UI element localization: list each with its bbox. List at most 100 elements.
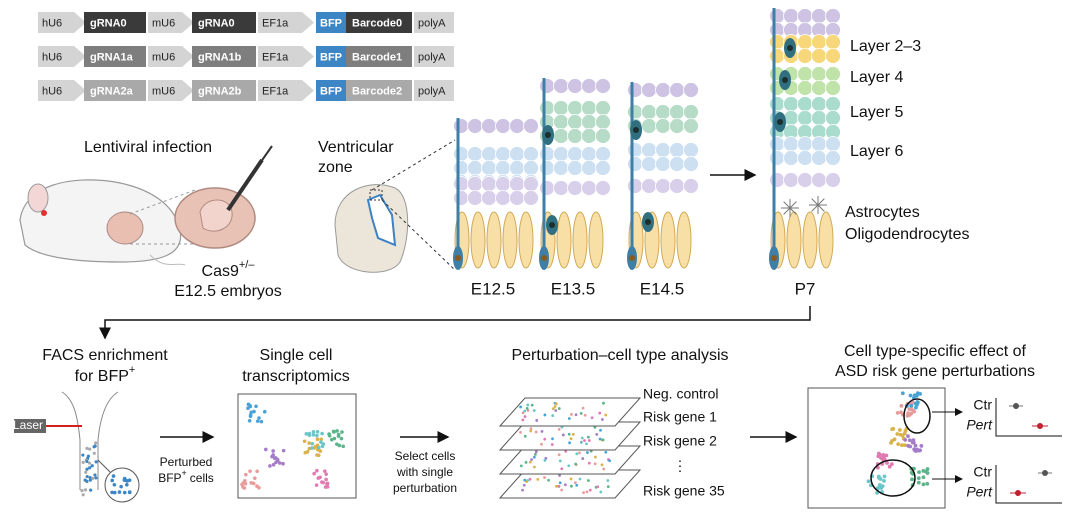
genotype-base: Cas9 — [202, 263, 239, 280]
nucleus — [633, 127, 639, 133]
neuron — [595, 128, 611, 144]
neuron — [495, 118, 511, 134]
pert-label: Pert — [966, 417, 993, 433]
promoter — [38, 46, 86, 67]
cell — [127, 478, 132, 483]
cell-dot — [315, 453, 319, 457]
glia — [811, 204, 819, 212]
cell-dot — [897, 428, 902, 432]
cell-dot — [569, 484, 573, 488]
nucleus — [777, 119, 783, 125]
brain-illustration — [334, 139, 456, 273]
construct-label: EF1a — [262, 51, 289, 63]
facs-title: FACS enrichment — [42, 347, 168, 364]
umap-box — [237, 393, 357, 499]
cell-dot — [259, 419, 264, 424]
cell — [117, 490, 122, 494]
cell-dot — [318, 449, 323, 453]
select-label: perturbation — [393, 481, 457, 495]
cell-dot — [530, 403, 534, 407]
cell-dot — [879, 456, 883, 460]
cell-dot — [533, 465, 536, 469]
cell-dot — [262, 409, 267, 414]
cell-dot — [272, 456, 277, 461]
cell-dot — [588, 488, 592, 492]
construct-part — [414, 12, 454, 33]
cell-dot — [917, 470, 921, 475]
cell-dot — [921, 475, 926, 480]
neuron — [467, 118, 483, 134]
cell-dot — [585, 442, 588, 446]
cell-dot — [543, 413, 547, 417]
cell-dot — [908, 444, 913, 449]
cell-dot — [925, 467, 930, 471]
neuron — [783, 150, 799, 166]
cell-dot — [248, 469, 252, 473]
neuron — [523, 146, 539, 162]
construct-part — [84, 12, 146, 33]
neuron — [553, 160, 569, 176]
cell — [111, 474, 116, 478]
cell-dot — [523, 415, 527, 418]
cell-dot — [587, 439, 591, 442]
glia — [783, 207, 791, 215]
neuron — [453, 176, 469, 192]
cell-dot — [302, 439, 307, 444]
neuron — [669, 156, 685, 172]
cell — [80, 489, 84, 493]
neuron — [783, 136, 799, 152]
cell — [85, 467, 89, 471]
cell-dot — [532, 409, 536, 412]
neuron — [453, 146, 469, 162]
neuron — [825, 150, 841, 166]
stage-label: P7 — [795, 279, 816, 298]
neuron — [595, 100, 611, 116]
construct-part — [84, 80, 146, 101]
neuron — [797, 8, 813, 24]
neuron — [783, 96, 799, 112]
cell-dot — [523, 434, 527, 438]
neuron — [825, 110, 841, 126]
cell-dot — [910, 477, 914, 482]
cell-dot — [534, 452, 537, 456]
neuron — [811, 136, 827, 152]
cell-dot — [906, 434, 910, 439]
neuron — [683, 82, 699, 98]
cell-dot — [889, 462, 894, 467]
construct-label: BFP — [320, 51, 342, 63]
cell — [85, 459, 89, 464]
cell-dot — [303, 450, 308, 455]
neuron — [567, 100, 583, 116]
construct-label: EF1a — [262, 17, 289, 29]
cell-dot — [337, 443, 342, 448]
infection-title: Lentiviral infection — [84, 139, 212, 156]
neuron — [825, 8, 841, 24]
cell — [110, 478, 115, 483]
construct-label: mU6 — [152, 85, 175, 97]
cell-dot — [582, 491, 585, 495]
neuron — [627, 178, 643, 194]
neuron — [811, 150, 827, 166]
progenitor-cell — [518, 211, 534, 269]
umap — [240, 402, 345, 490]
facs-title: for BFP+ — [75, 364, 136, 385]
cell-dot — [271, 462, 276, 467]
cell-dot — [522, 483, 526, 487]
nucleus — [645, 219, 651, 225]
neuron — [797, 48, 813, 64]
sc-title: transcriptomics — [242, 368, 350, 385]
cell — [88, 476, 92, 480]
cell-dot — [555, 484, 558, 488]
neuron — [797, 110, 813, 126]
cell-dot — [567, 464, 571, 468]
ctr-point — [1013, 403, 1019, 409]
neuron — [683, 104, 699, 120]
cell-dot — [314, 444, 318, 449]
cell-dot — [574, 462, 578, 466]
cell-dot — [900, 443, 904, 448]
nucleus — [771, 255, 777, 261]
neuron — [539, 146, 555, 162]
cell-dot — [525, 407, 529, 410]
neuron — [595, 180, 611, 196]
construct-label: hU6 — [42, 51, 62, 63]
